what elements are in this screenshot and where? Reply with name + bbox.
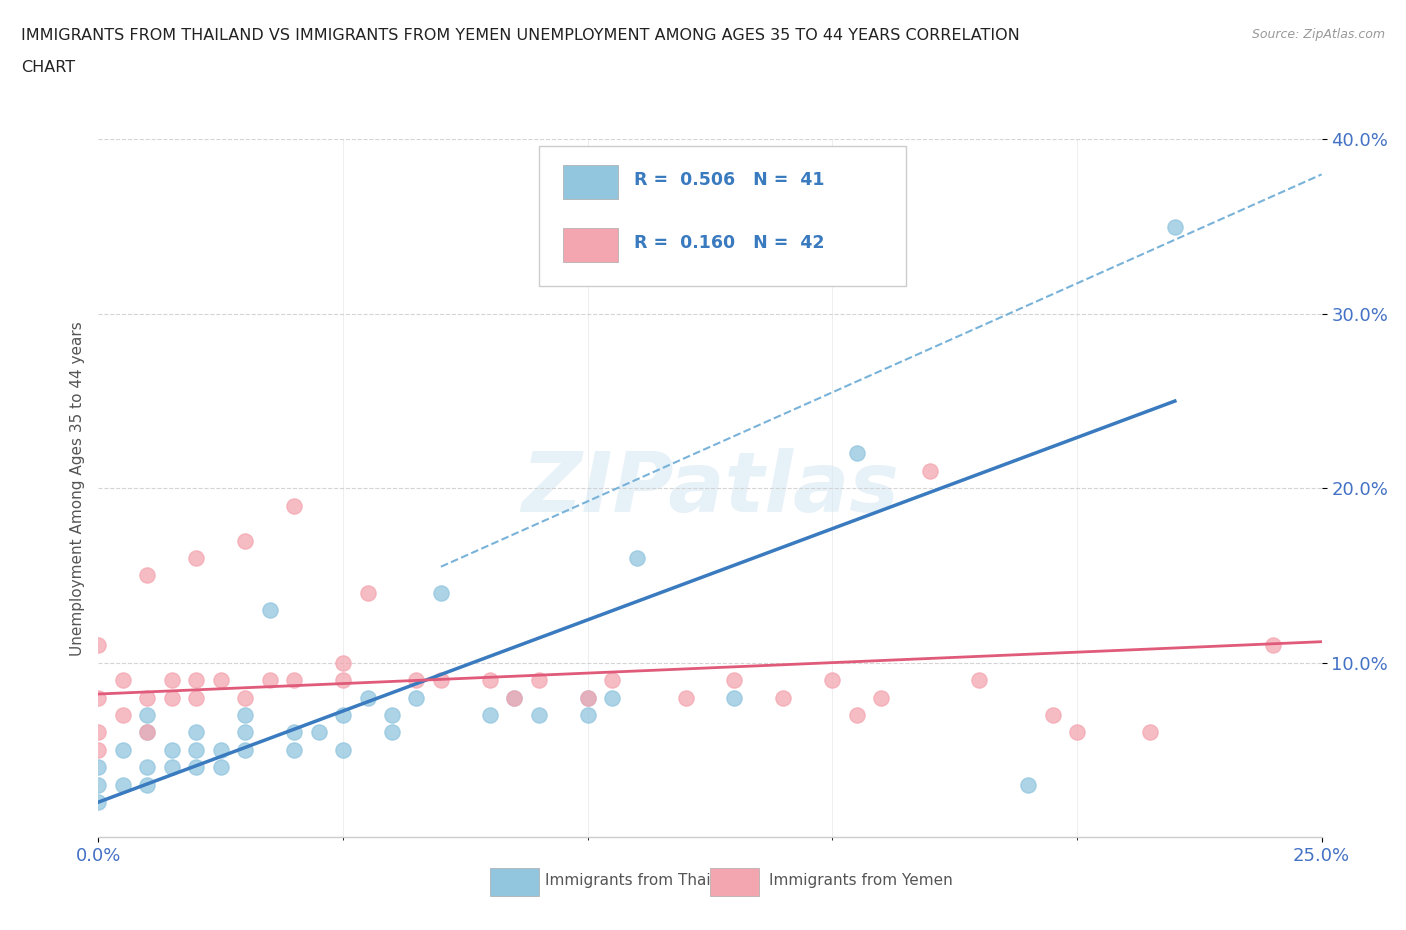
Point [503,690,526,705]
Point [1066,725,1088,740]
Text: Immigrants from Thailand: Immigrants from Thailand [546,873,744,888]
Bar [710,869,759,897]
Point [332,655,354,670]
Point [186,551,208,565]
Bar [489,869,538,897]
Point [381,708,404,723]
Point [503,690,526,705]
Point [967,672,990,687]
Point [283,742,305,757]
Point [576,690,599,705]
Point [308,725,330,740]
Point [870,690,893,705]
Point [233,533,256,548]
Point [920,463,942,478]
Point [233,742,256,757]
Point [821,672,844,687]
Point [209,742,232,757]
Point [87,725,110,740]
Point [723,672,745,687]
Point [356,586,378,601]
Point [576,708,599,723]
Point [87,638,110,653]
Point [259,603,281,618]
Text: ZIPatlas: ZIPatlas [522,447,898,529]
Point [1042,708,1064,723]
Point [332,672,354,687]
Point [209,672,232,687]
Text: Source: ZipAtlas.com: Source: ZipAtlas.com [1251,28,1385,41]
Point [186,672,208,687]
Bar [564,228,619,261]
Point [111,708,134,723]
Point [845,708,868,723]
Point [186,742,208,757]
Point [233,708,256,723]
Point [233,725,256,740]
Point [772,690,794,705]
Point [111,742,134,757]
Point [136,777,159,792]
Point [405,690,427,705]
Point [160,760,183,775]
Text: R =  0.506   N =  41: R = 0.506 N = 41 [634,171,825,189]
Point [87,794,110,809]
Point [160,742,183,757]
Point [478,708,501,723]
Point [600,672,623,687]
Point [430,586,453,601]
Point [405,672,427,687]
Point [87,742,110,757]
Point [332,708,354,723]
Point [136,568,159,583]
Point [356,690,378,705]
Point [136,725,159,740]
Point [136,725,159,740]
Point [845,446,868,461]
Point [87,777,110,792]
Point [675,690,697,705]
Point [1261,638,1284,653]
Bar [564,166,619,199]
Point [283,725,305,740]
Point [576,690,599,705]
Point [233,690,256,705]
Point [87,760,110,775]
Text: R =  0.160   N =  42: R = 0.160 N = 42 [634,233,825,252]
Point [723,690,745,705]
Point [186,760,208,775]
Point [1139,725,1161,740]
Point [1164,219,1187,234]
Point [1017,777,1039,792]
Point [430,672,453,687]
Point [87,690,110,705]
Point [381,725,404,740]
Point [111,672,134,687]
Point [283,498,305,513]
Point [136,708,159,723]
Point [186,725,208,740]
Point [527,708,550,723]
Point [600,690,623,705]
Point [283,672,305,687]
Point [332,742,354,757]
Point [160,690,183,705]
Text: CHART: CHART [21,60,75,75]
Point [626,551,648,565]
Point [160,672,183,687]
FancyBboxPatch shape [538,147,905,286]
Y-axis label: Unemployment Among Ages 35 to 44 years: Unemployment Among Ages 35 to 44 years [69,321,84,656]
Point [136,760,159,775]
Point [527,672,550,687]
Point [136,690,159,705]
Point [478,672,501,687]
Text: IMMIGRANTS FROM THAILAND VS IMMIGRANTS FROM YEMEN UNEMPLOYMENT AMONG AGES 35 TO : IMMIGRANTS FROM THAILAND VS IMMIGRANTS F… [21,28,1019,43]
Text: Immigrants from Yemen: Immigrants from Yemen [769,873,952,888]
Point [259,672,281,687]
Point [111,777,134,792]
Point [186,690,208,705]
Point [209,760,232,775]
